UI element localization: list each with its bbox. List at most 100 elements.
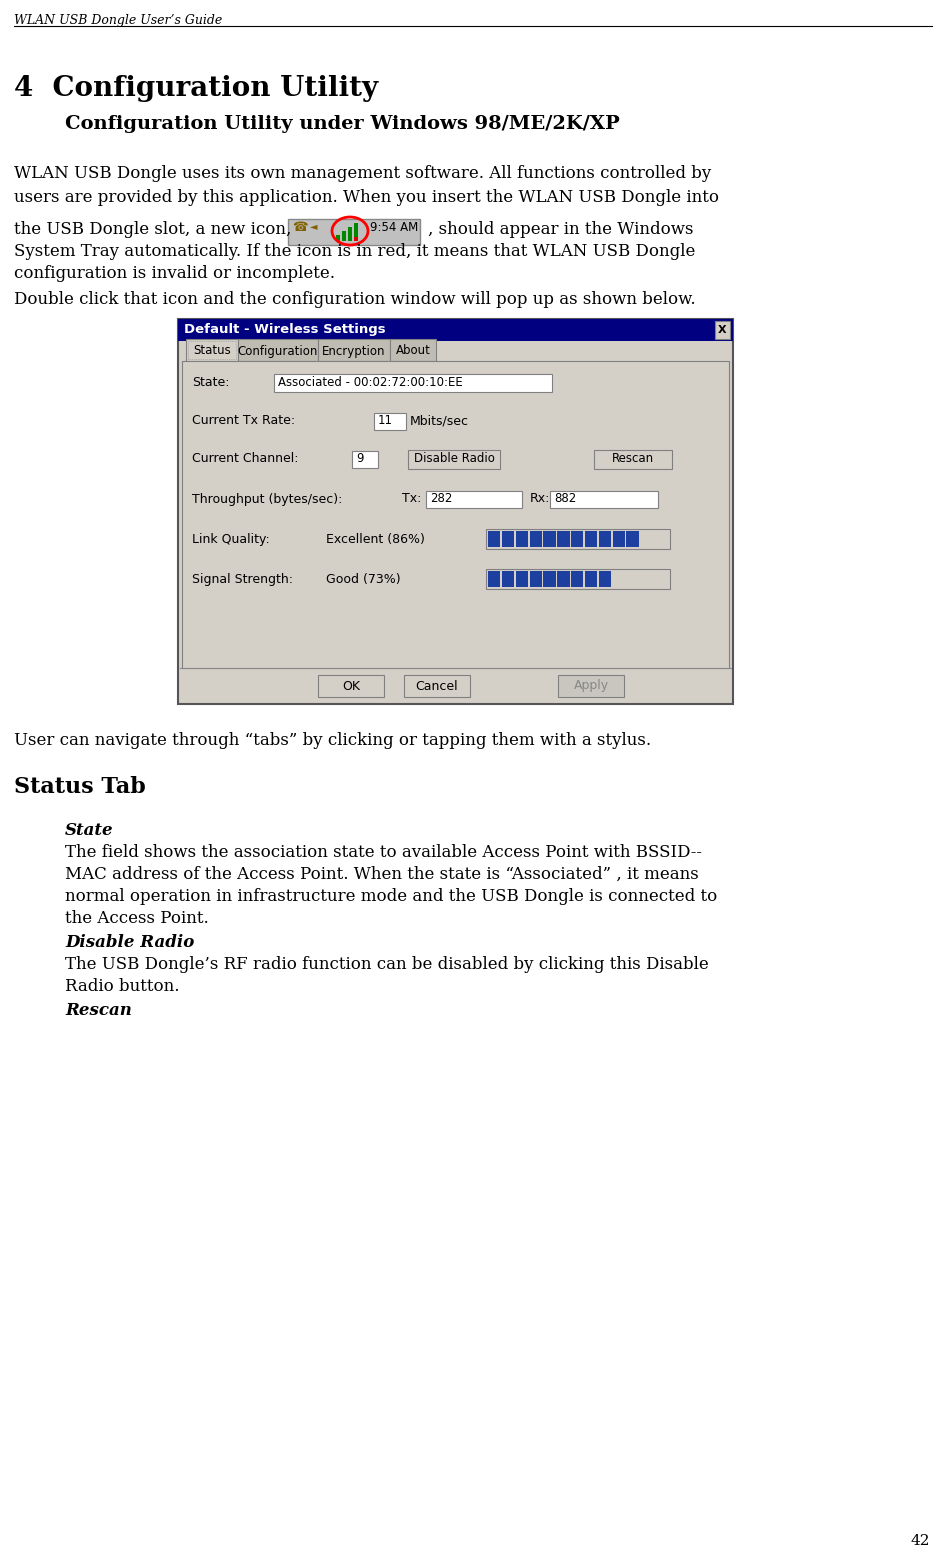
- Bar: [336, 235, 340, 241]
- Text: the Access Point.: the Access Point.: [65, 910, 209, 927]
- Bar: [178, 319, 733, 341]
- FancyBboxPatch shape: [182, 361, 729, 668]
- Bar: [530, 571, 542, 586]
- Text: Link Quality:: Link Quality:: [192, 532, 270, 546]
- Bar: [516, 571, 528, 586]
- Text: X: X: [718, 325, 727, 335]
- FancyBboxPatch shape: [404, 676, 470, 698]
- FancyBboxPatch shape: [408, 449, 500, 469]
- FancyBboxPatch shape: [274, 374, 552, 393]
- Bar: [530, 532, 542, 547]
- Text: Default - Wireless Settings: Default - Wireless Settings: [184, 324, 386, 336]
- FancyBboxPatch shape: [238, 339, 318, 361]
- Bar: [599, 532, 611, 547]
- FancyBboxPatch shape: [318, 676, 384, 698]
- Text: 9: 9: [356, 452, 363, 466]
- Text: ◄: ◄: [310, 221, 318, 231]
- FancyBboxPatch shape: [594, 449, 672, 469]
- Bar: [571, 532, 584, 547]
- Bar: [354, 224, 358, 241]
- FancyBboxPatch shape: [288, 219, 420, 246]
- Text: 9:54 AM: 9:54 AM: [370, 221, 418, 235]
- Bar: [654, 532, 667, 547]
- Text: users are provided by this application. When you insert the WLAN USB Dongle into: users are provided by this application. …: [14, 189, 719, 206]
- Bar: [640, 571, 653, 586]
- Text: Tx:: Tx:: [402, 493, 421, 505]
- Bar: [543, 571, 555, 586]
- Bar: [342, 231, 346, 241]
- Bar: [516, 532, 528, 547]
- Text: State:: State:: [192, 377, 230, 389]
- Bar: [488, 532, 500, 547]
- Text: Status Tab: Status Tab: [14, 776, 146, 798]
- FancyBboxPatch shape: [318, 339, 390, 361]
- Text: Excellent (86%): Excellent (86%): [326, 532, 425, 546]
- Bar: [613, 532, 625, 547]
- Text: Mbits/sec: Mbits/sec: [410, 414, 469, 427]
- Text: Apply: Apply: [573, 679, 608, 693]
- FancyBboxPatch shape: [390, 339, 436, 361]
- Text: Cancel: Cancel: [415, 679, 458, 693]
- Text: User can navigate through “tabs” by clicking or tapping them with a stylus.: User can navigate through “tabs” by clic…: [14, 732, 651, 749]
- FancyBboxPatch shape: [558, 676, 624, 698]
- Text: , should appear in the Windows: , should appear in the Windows: [428, 221, 693, 238]
- FancyBboxPatch shape: [426, 491, 522, 507]
- Text: Current Channel:: Current Channel:: [192, 452, 299, 466]
- Text: 282: 282: [430, 493, 452, 505]
- Bar: [585, 532, 597, 547]
- Bar: [626, 571, 639, 586]
- Text: Current Tx Rate:: Current Tx Rate:: [192, 414, 295, 427]
- Text: Good (73%): Good (73%): [326, 572, 400, 585]
- Bar: [613, 571, 625, 586]
- Bar: [543, 532, 555, 547]
- Text: Disable Radio: Disable Radio: [65, 934, 194, 951]
- Bar: [488, 571, 500, 586]
- FancyBboxPatch shape: [352, 450, 378, 468]
- Bar: [599, 571, 611, 586]
- Text: Radio button.: Radio button.: [65, 978, 180, 995]
- Text: Rescan: Rescan: [65, 1003, 131, 1020]
- Text: The USB Dongle’s RF radio function can be disabled by clicking this Disable: The USB Dongle’s RF radio function can b…: [65, 956, 709, 973]
- Bar: [571, 571, 584, 586]
- Text: Configuration: Configuration: [237, 344, 318, 358]
- Bar: [557, 571, 569, 586]
- Text: Disable Radio: Disable Radio: [413, 452, 495, 466]
- Bar: [626, 532, 639, 547]
- FancyBboxPatch shape: [186, 339, 238, 361]
- FancyBboxPatch shape: [178, 319, 733, 704]
- Text: WLAN USB Dongle User’s Guide: WLAN USB Dongle User’s Guide: [14, 14, 222, 27]
- Text: Associated - 00:02:72:00:10:EE: Associated - 00:02:72:00:10:EE: [278, 377, 463, 389]
- FancyBboxPatch shape: [486, 569, 670, 590]
- FancyBboxPatch shape: [486, 529, 670, 549]
- Text: configuration is invalid or incomplete.: configuration is invalid or incomplete.: [14, 264, 335, 282]
- Text: Configuration Utility under Windows 98/ME/2K/XP: Configuration Utility under Windows 98/M…: [65, 116, 620, 133]
- Text: Status: Status: [193, 344, 231, 358]
- Text: 4  Configuration Utility: 4 Configuration Utility: [14, 75, 378, 102]
- Text: Throughput (bytes/sec):: Throughput (bytes/sec):: [192, 493, 342, 505]
- Bar: [557, 532, 569, 547]
- Text: Double click that icon and the configuration window will pop up as shown below.: Double click that icon and the configura…: [14, 291, 695, 308]
- Bar: [501, 571, 515, 586]
- Bar: [501, 532, 515, 547]
- Text: the USB Dongle slot, a new icon,: the USB Dongle slot, a new icon,: [14, 221, 291, 238]
- Text: Encryption: Encryption: [323, 344, 386, 358]
- Bar: [585, 571, 597, 586]
- Text: 882: 882: [554, 493, 576, 505]
- Text: WLAN USB Dongle uses its own management software. All functions controlled by: WLAN USB Dongle uses its own management …: [14, 164, 711, 181]
- Bar: [654, 571, 667, 586]
- Text: Rescan: Rescan: [612, 452, 654, 466]
- Text: MAC address of the Access Point. When the state is “Associated” , it means: MAC address of the Access Point. When th…: [65, 866, 699, 884]
- Text: System Tray automatically. If the icon is in red, it means that WLAN USB Dongle: System Tray automatically. If the icon i…: [14, 242, 695, 260]
- Text: State: State: [65, 823, 114, 838]
- FancyBboxPatch shape: [715, 321, 730, 339]
- Bar: [640, 532, 653, 547]
- FancyBboxPatch shape: [550, 491, 658, 507]
- FancyBboxPatch shape: [374, 413, 406, 430]
- Text: The field shows the association state to available Access Point with BSSID--: The field shows the association state to…: [65, 845, 702, 862]
- Text: ☎: ☎: [292, 221, 307, 235]
- Text: normal operation in infrastructure mode and the USB Dongle is connected to: normal operation in infrastructure mode …: [65, 888, 717, 906]
- Bar: [354, 238, 358, 241]
- Text: 42: 42: [910, 1534, 930, 1548]
- Bar: [348, 227, 352, 241]
- Text: Rx:: Rx:: [530, 493, 551, 505]
